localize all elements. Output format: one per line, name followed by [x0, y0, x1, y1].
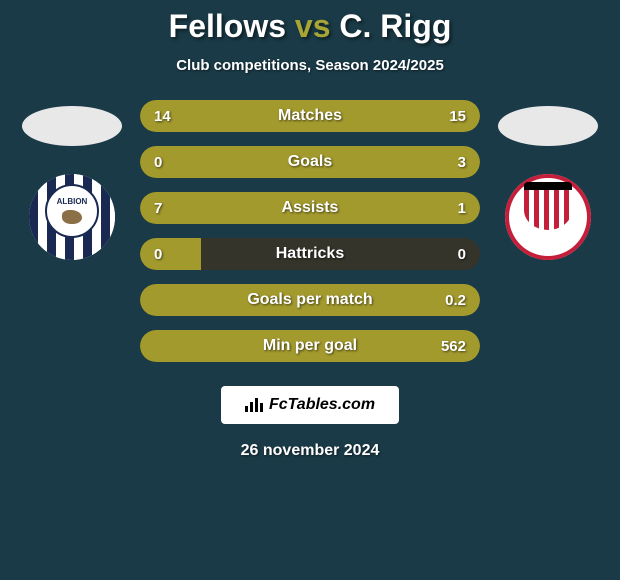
brand-box: FcTables.com	[221, 386, 399, 424]
left-column	[12, 100, 132, 260]
stat-value-left: 7	[154, 200, 162, 217]
comparison-card: Fellows vs C. Rigg Club competitions, Se…	[0, 0, 620, 580]
stat-label: Min per goal	[140, 337, 480, 355]
stat-value-left: 0	[154, 246, 162, 263]
stat-value-right: 15	[449, 108, 466, 125]
stat-row: Goals0 3	[140, 146, 480, 178]
player1-avatar	[22, 106, 122, 146]
stat-value-right: 562	[441, 338, 466, 355]
stat-label: Goals	[140, 153, 480, 171]
page-title: Fellows vs C. Rigg	[169, 8, 452, 45]
stat-row: Goals per match0.2	[140, 284, 480, 316]
right-column	[488, 100, 608, 260]
stat-row: Matches14 15	[140, 100, 480, 132]
player2-avatar	[498, 106, 598, 146]
stat-row: Hattricks0 0	[140, 238, 480, 270]
stat-value-left: 14	[154, 108, 171, 125]
stat-label: Assists	[140, 199, 480, 217]
badge-stripes	[524, 190, 572, 230]
stat-value-left: 0	[154, 154, 162, 171]
player1-club-badge	[29, 174, 115, 260]
stat-row: Assists7 1	[140, 192, 480, 224]
stat-value-right: 0.2	[445, 292, 466, 309]
vs-text: vs	[295, 8, 331, 44]
player2-club-badge	[505, 174, 591, 260]
stat-value-right: 0	[458, 246, 466, 263]
stat-label: Hattricks	[140, 245, 480, 263]
player1-name: Fellows	[169, 8, 286, 44]
stat-row: Min per goal562	[140, 330, 480, 362]
stat-label: Goals per match	[140, 291, 480, 309]
subtitle: Club competitions, Season 2024/2025	[176, 57, 444, 74]
stat-label: Matches	[140, 107, 480, 125]
badge-inner	[45, 184, 99, 238]
thrush-icon	[62, 210, 82, 224]
stat-value-right: 3	[458, 154, 466, 171]
main-row: Matches1415Goals03Assists71Hattricks00Go…	[0, 100, 620, 362]
date-text: 26 november 2024	[241, 442, 380, 460]
brand-text: FcTables.com	[269, 396, 375, 414]
player2-name: C. Rigg	[339, 8, 451, 44]
stat-value-right: 1	[458, 200, 466, 217]
stats-bars: Matches1415Goals03Assists71Hattricks00Go…	[140, 100, 480, 362]
bars-icon	[245, 398, 263, 412]
